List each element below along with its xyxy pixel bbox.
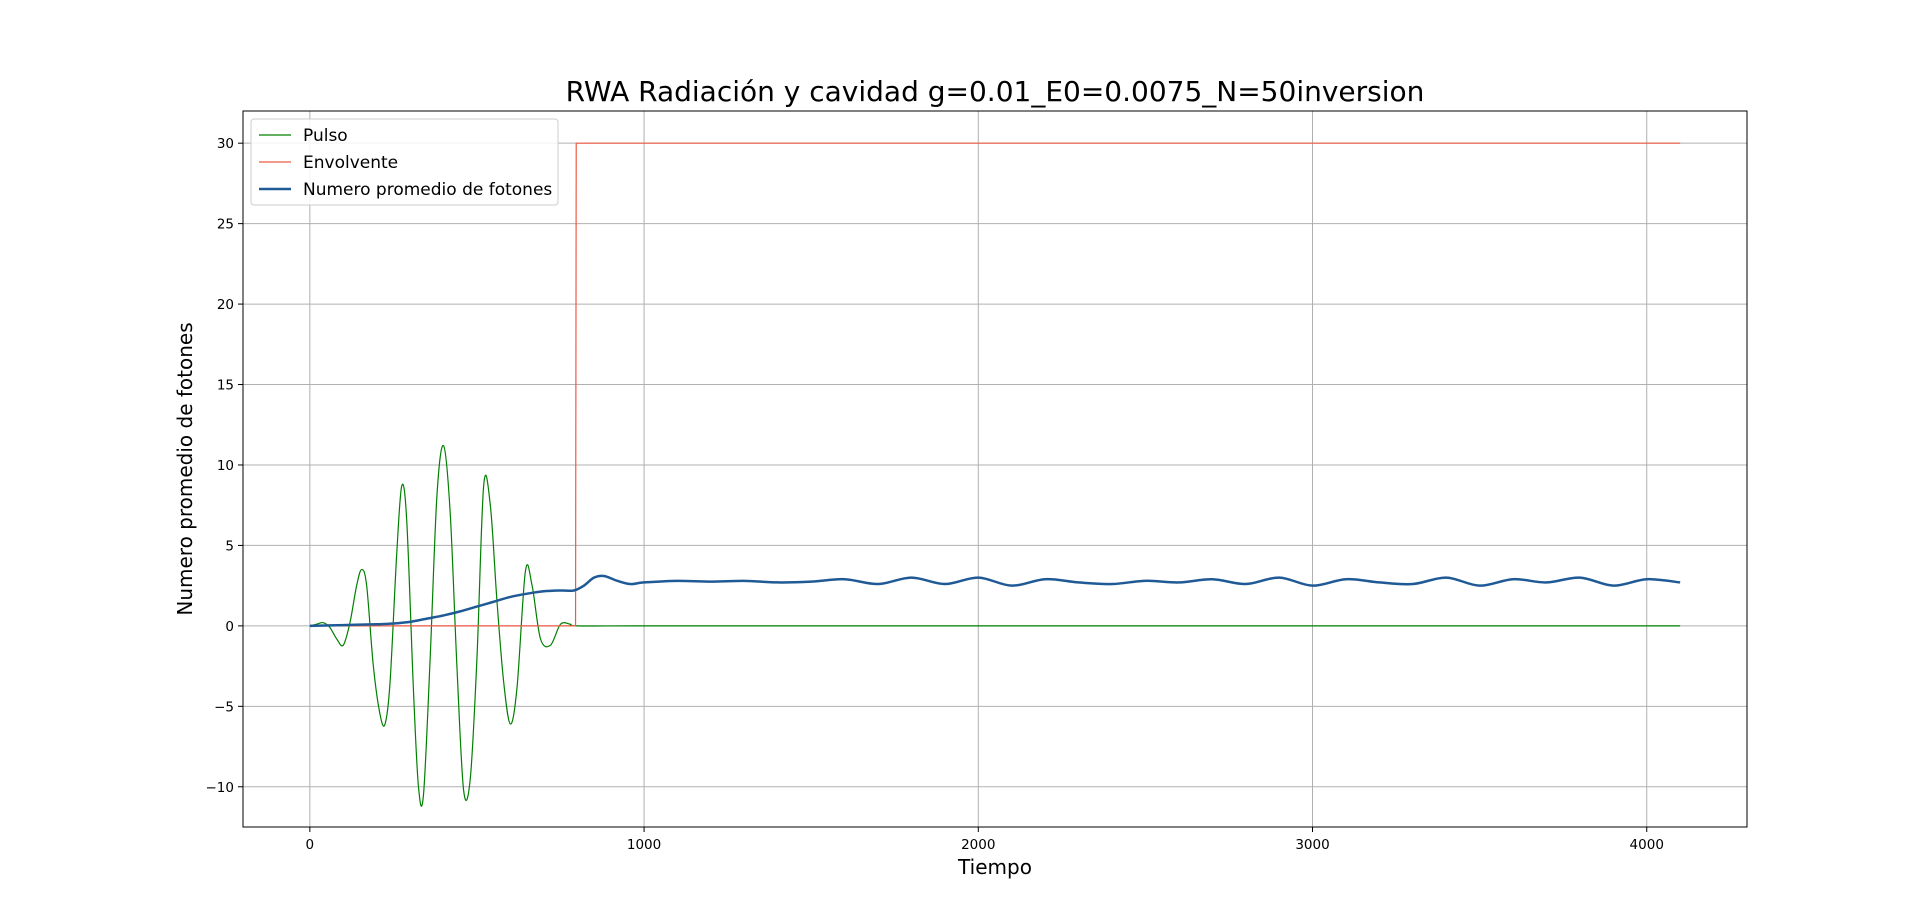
- y-tick-label: 15: [217, 378, 234, 394]
- x-tick-label: 1000: [627, 837, 661, 853]
- plot-frame: [242, 110, 1748, 828]
- x-tick-label: 4000: [1630, 837, 1664, 853]
- chart-title: RWA Radiación y cavidad g=0.01_E0=0.0075…: [566, 75, 1425, 108]
- y-tick-label: 20: [217, 297, 234, 313]
- y-tick-label: 5: [225, 538, 234, 554]
- x-tick-label: 0: [306, 837, 315, 853]
- y-tick-label: 25: [217, 217, 234, 233]
- y-tick-label: −10: [206, 780, 235, 796]
- series-line-3: [309, 574, 1681, 628]
- legend-label: Numero promedio de fotones: [303, 180, 552, 200]
- x-axis-label: Tiempo: [957, 855, 1032, 879]
- legend-box: [250, 118, 559, 206]
- y-axis-label: Numero promedio de fotones: [173, 322, 197, 615]
- legend-label: Pulso: [303, 126, 348, 146]
- x-tick-label: 2000: [961, 837, 995, 853]
- x-tick-label: 3000: [1295, 837, 1329, 853]
- legend: Pulso Envolvente Numero promedio de fotone…: [250, 118, 559, 206]
- y-tick-label: 0: [225, 619, 234, 635]
- axis-ticks: 0 1000 2000 3000 4000 −10 −5 0 5 10 15 20 25 30: [206, 136, 1664, 853]
- y-tick-label: 30: [217, 136, 234, 152]
- y-tick-label: −5: [214, 699, 234, 715]
- series-line-1: [309, 445, 1681, 807]
- grid: [243, 111, 1747, 827]
- legend-label: Envolvente: [303, 153, 398, 173]
- series-line-2: [309, 142, 1681, 627]
- y-tick-label: 10: [217, 458, 234, 474]
- plot-series: [309, 142, 1681, 807]
